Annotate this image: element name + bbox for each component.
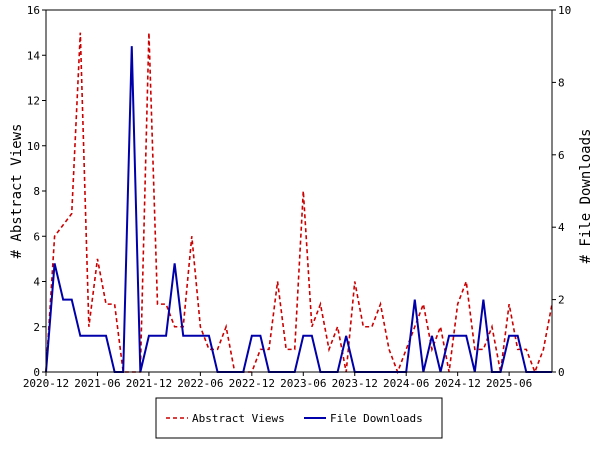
right-tick-label: 2 xyxy=(558,294,565,307)
series-line-file-downloads xyxy=(45,46,552,373)
right-tick-label: 4 xyxy=(558,221,565,234)
legend-label-file-downloads: File Downloads xyxy=(330,412,423,425)
right-tick-label: 0 xyxy=(558,366,565,379)
x-tick-label: 2025-06 xyxy=(486,377,532,390)
plot-frame xyxy=(45,9,553,373)
left-axis: 0 2 4 6 8 10 12 14 16 xyxy=(27,4,46,379)
right-axis: 0 2 4 6 8 10 xyxy=(552,4,571,379)
x-tick-label: 2023-12 xyxy=(332,377,378,390)
left-tick-label: 16 xyxy=(27,4,40,17)
left-tick-label: 4 xyxy=(33,276,40,289)
x-axis: 2020-12 2021-06 2021-12 2022-06 2022-12 2023-… xyxy=(23,372,532,390)
x-tick-label: 2023-06 xyxy=(280,377,326,390)
right-tick-label: 6 xyxy=(558,149,565,162)
left-tick-label: 8 xyxy=(33,185,40,198)
left-tick-label: 12 xyxy=(27,95,40,108)
x-tick-label: 2024-06 xyxy=(383,377,429,390)
series-line-abstract-views xyxy=(45,32,553,375)
left-tick-label: 10 xyxy=(27,140,40,153)
left-axis-title: # Abstract Views xyxy=(9,124,25,259)
x-tick-label: 2024-12 xyxy=(434,377,480,390)
x-tick-label: 2022-06 xyxy=(177,377,223,390)
legend-label-abstract-views: Abstract Views xyxy=(192,412,285,425)
left-tick-label: 2 xyxy=(33,321,40,334)
left-tick-label: 6 xyxy=(33,230,40,243)
x-tick-label: 2021-06 xyxy=(74,377,120,390)
x-tick-label: 2021-12 xyxy=(126,377,172,390)
right-axis-title: # File Downloads xyxy=(578,129,594,264)
left-tick-label: 14 xyxy=(27,49,41,62)
x-tick-label: 2020-12 xyxy=(23,377,69,390)
x-tick-label: 2022-12 xyxy=(229,377,275,390)
legend-box xyxy=(155,397,443,439)
right-tick-label: 8 xyxy=(558,76,565,89)
left-tick-label: 0 xyxy=(33,366,40,379)
right-tick-label: 10 xyxy=(558,4,571,17)
legend: Abstract Views File Downloads xyxy=(155,397,443,439)
